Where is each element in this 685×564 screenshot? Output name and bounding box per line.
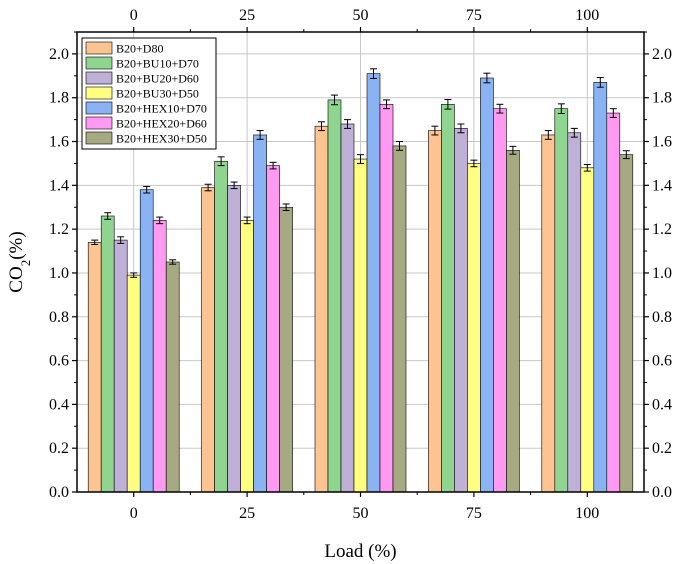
y-tick-label-left: 0.8 xyxy=(49,309,69,326)
legend: B20+D80B20+BU10+D70B20+BU20+D60B20+BU30+… xyxy=(81,37,217,150)
y-axis-title-unit: (%) xyxy=(6,231,27,259)
y-tick-label-left: 1.0 xyxy=(49,265,69,282)
x-tick-label-bottom: 75 xyxy=(466,505,482,522)
legend-swatch xyxy=(85,41,113,55)
x-tick-label-bottom: 50 xyxy=(353,505,369,522)
x-tick-label-top: 50 xyxy=(353,7,369,24)
y-tick-label-right: 0.8 xyxy=(652,309,672,326)
bar xyxy=(541,134,556,493)
bar xyxy=(554,108,569,493)
legend-label: B20+HEX30+D50 xyxy=(116,132,207,146)
bar xyxy=(340,123,355,493)
y-tick-label-left: 1.8 xyxy=(49,90,69,107)
bar xyxy=(126,274,141,493)
bar xyxy=(619,154,634,493)
y-tick-label-left: 0.2 xyxy=(49,440,69,457)
legend-label: B20+D80 xyxy=(116,42,163,56)
bar xyxy=(567,132,582,493)
y-tick-label-right: 1.0 xyxy=(652,265,672,282)
x-tick-label-top: 75 xyxy=(466,7,482,24)
bar xyxy=(454,128,468,493)
legend-swatch xyxy=(85,56,113,70)
bar xyxy=(428,130,442,493)
bar xyxy=(580,167,595,493)
x-tick-label-top: 0 xyxy=(130,7,138,24)
x-tick-label-bottom: 0 xyxy=(130,505,138,522)
y-tick-label-left: 0.4 xyxy=(49,396,69,413)
bar xyxy=(441,103,455,493)
y-tick-label-left: 1.4 xyxy=(49,177,69,194)
y-axis-title-main: CO xyxy=(6,266,27,292)
y-tick-label-left: 1.6 xyxy=(49,134,69,151)
y-tick-label-right: 2.0 xyxy=(652,46,672,63)
tick-labels: 0.0 0.0 0.2 0.2 0.4 0.4 0.6 0.6 0.8 0.8 1.0 1.0 1.2 1… xyxy=(49,7,672,522)
legend-label: B20+BU10+D70 xyxy=(116,57,199,71)
bar xyxy=(366,73,381,493)
legend-label: B20+BU20+D60 xyxy=(116,72,199,86)
legend-label: B20+HEX20+D60 xyxy=(116,117,207,131)
legend-swatch xyxy=(85,116,113,130)
bar xyxy=(314,125,329,493)
bar xyxy=(227,185,241,493)
legend-label: B20+HEX10+D70 xyxy=(116,102,207,116)
bars xyxy=(87,73,634,493)
bar xyxy=(379,103,394,493)
bar xyxy=(253,134,267,493)
bar xyxy=(139,189,154,493)
y-tick-label-right: 1.4 xyxy=(652,177,672,194)
bar xyxy=(493,108,507,493)
bar xyxy=(392,145,407,493)
y-tick-label-left: 2.0 xyxy=(49,46,69,63)
bar xyxy=(606,112,621,493)
bar xyxy=(327,99,342,493)
bar xyxy=(152,220,167,493)
x-axis-title: Load (%) xyxy=(324,541,396,562)
bar xyxy=(266,165,280,493)
legend-swatch xyxy=(85,71,113,85)
bar xyxy=(165,261,180,493)
y-tick-label-right: 1.6 xyxy=(652,134,672,151)
y-tick-label-right: 1.8 xyxy=(652,90,672,107)
legend-label: B20+BU30+D50 xyxy=(116,87,199,101)
bar xyxy=(100,215,115,493)
bar xyxy=(113,239,128,493)
bar xyxy=(506,149,520,493)
bar xyxy=(467,163,481,493)
bar xyxy=(201,187,215,493)
bar xyxy=(279,206,293,493)
legend-swatch xyxy=(85,131,113,145)
y-tick-label-left: 0.6 xyxy=(49,353,69,370)
bar xyxy=(593,82,608,493)
error-bars xyxy=(91,68,630,278)
y-axis-title-subscript: 2 xyxy=(18,260,33,267)
legend-swatch xyxy=(85,101,113,115)
y-tick-label-right: 0.0 xyxy=(652,484,672,501)
y-tick-label-right: 0.2 xyxy=(652,440,672,457)
y-tick-label-right: 1.2 xyxy=(652,221,672,238)
y-tick-label-right: 0.6 xyxy=(652,353,672,370)
y-tick-label-left: 1.2 xyxy=(49,221,69,238)
bar xyxy=(353,158,368,493)
bar xyxy=(87,241,102,493)
legend-swatch xyxy=(85,86,113,100)
x-tick-label-top: 25 xyxy=(239,7,255,24)
bar xyxy=(240,220,254,493)
y-tick-label-left: 0.0 xyxy=(49,484,69,501)
bar xyxy=(480,77,494,493)
x-tick-label-bottom: 100 xyxy=(575,505,599,522)
x-tick-label-bottom: 25 xyxy=(239,505,255,522)
x-tick-label-top: 100 xyxy=(575,7,599,24)
y-axis-title: CO2(%) xyxy=(6,231,33,292)
axis-ticks xyxy=(72,27,649,497)
bar xyxy=(214,160,228,493)
y-tick-label-right: 0.4 xyxy=(652,396,672,413)
